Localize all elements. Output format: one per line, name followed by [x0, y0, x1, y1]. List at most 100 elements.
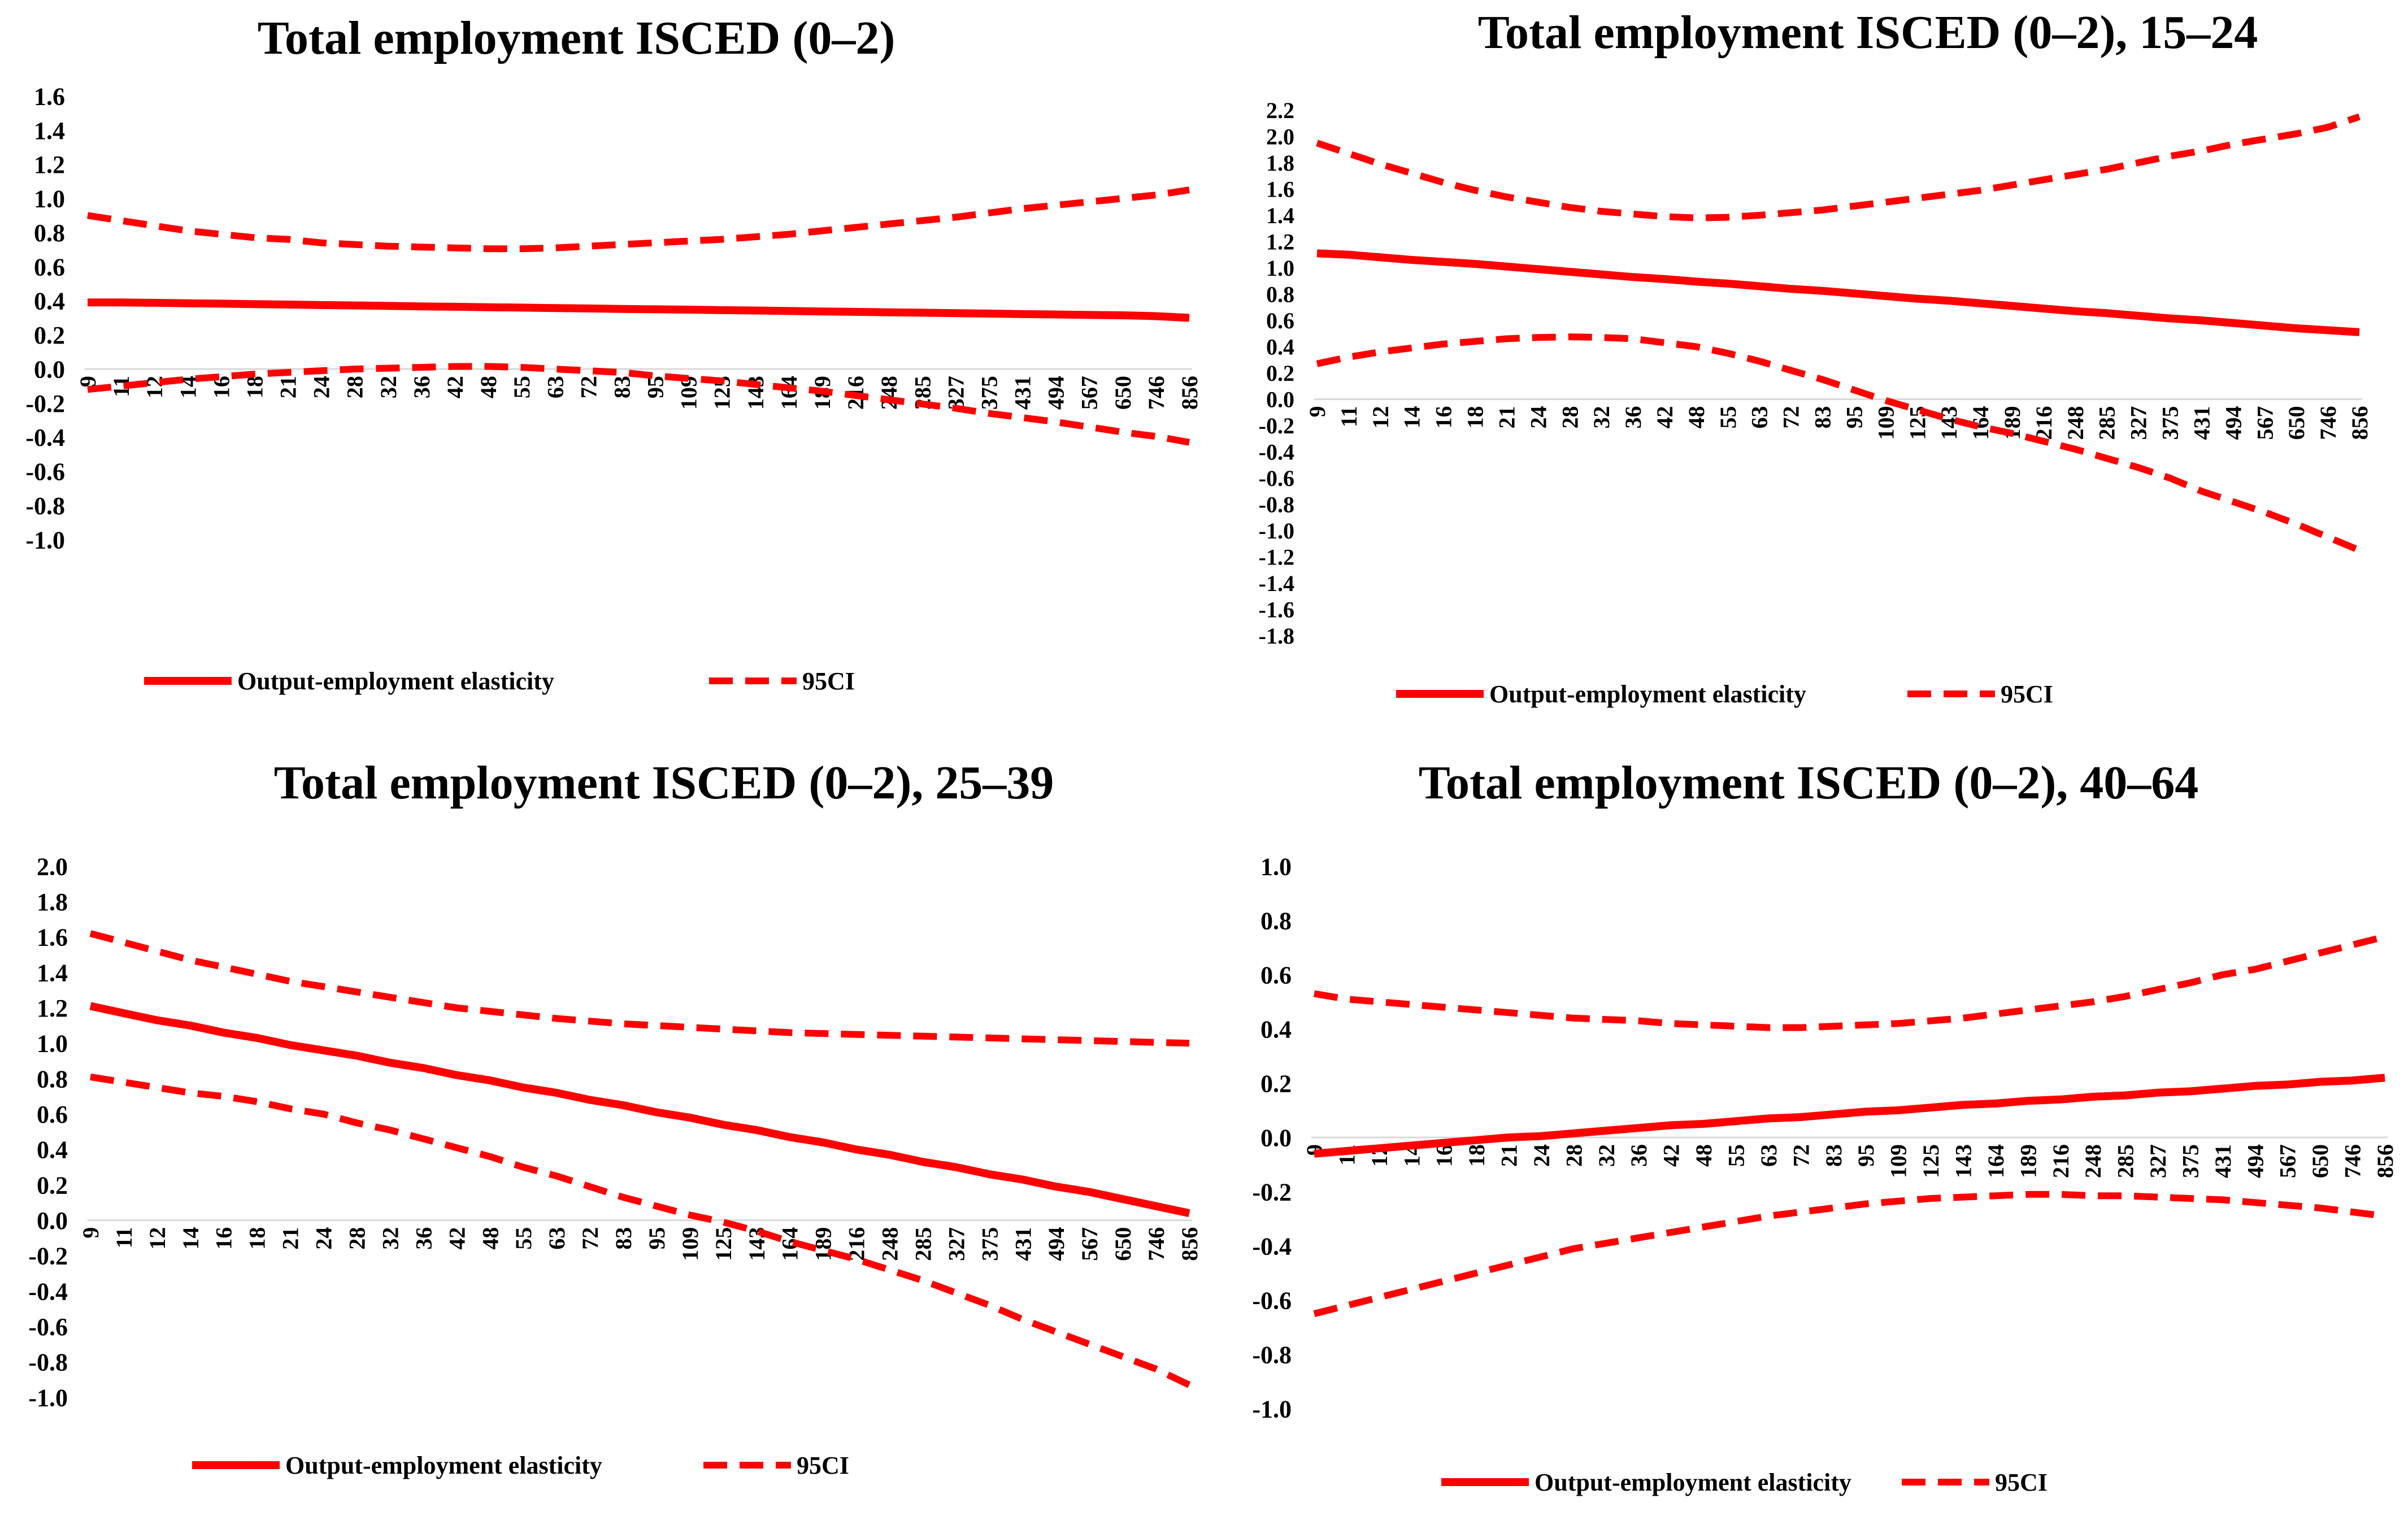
y-tick-label: -0.2 — [1259, 413, 1294, 438]
x-tick-label: 42 — [1659, 1144, 1684, 1167]
y-tick-label: -0.6 — [25, 458, 65, 486]
series-line-95ci — [90, 1073, 1191, 1388]
y-tick-label: 0.4 — [1260, 1015, 1292, 1043]
x-tick-label: 494 — [2242, 1144, 2268, 1178]
x-tick-label: 375 — [2177, 1144, 2203, 1178]
x-tick-label: 83 — [611, 1227, 636, 1250]
legend-label-95ci: 95CI — [1995, 1469, 2048, 1496]
y-tick-label: -0.2 — [28, 1243, 68, 1270]
x-tick-label: 285 — [2094, 406, 2120, 440]
y-tick-label: 0.6 — [1266, 308, 1294, 333]
x-tick-label: 24 — [1525, 406, 1551, 429]
x-tick-label: 21 — [1497, 1144, 1522, 1167]
y-tick-label: 1.6 — [1266, 177, 1294, 202]
x-tick-label: 36 — [409, 376, 434, 398]
x-tick-label: 32 — [376, 376, 401, 398]
y-tick-label: 0.2 — [34, 322, 65, 349]
x-tick-label: 42 — [444, 1227, 470, 1250]
x-tick-label: 327 — [2126, 406, 2151, 440]
x-tick-label: 72 — [1788, 1144, 1814, 1167]
legend: Output-employment elasticity 95CI — [192, 1452, 849, 1479]
x-tick-label: 95 — [643, 376, 668, 398]
x-tick-label: 746 — [2315, 406, 2341, 440]
chart-panel-bottom-right: Total employment ISCED (0–2), 40–64 1.0 0.… — [1204, 757, 2408, 1529]
y-tick-label: 0.4 — [1266, 335, 1294, 360]
series-line-95ci — [1316, 333, 2361, 554]
x-tick-label: 431 — [2189, 406, 2214, 440]
x-tick-label: 48 — [1691, 1144, 1716, 1167]
x-tick-label: 12 — [1368, 406, 1393, 429]
x-tick-label: 95 — [1841, 406, 1867, 429]
x-tick-label: 21 — [276, 376, 301, 398]
legend-label-95ci: 95CI — [2001, 680, 2053, 708]
y-tick-label: 0.2 — [37, 1171, 68, 1199]
y-tick-label: -1.0 — [1259, 518, 1294, 544]
x-tick-label: 431 — [2210, 1144, 2236, 1178]
x-tick-label: 11 — [1336, 406, 1362, 428]
x-tick-label: 125 — [1918, 1144, 1944, 1178]
y-tick-label: -0.6 — [28, 1313, 68, 1341]
x-tick-label: 216 — [2048, 1144, 2074, 1178]
x-tick-label: 216 — [2031, 406, 2057, 440]
x-tick-label: 18 — [1464, 1144, 1489, 1167]
y-tick-label: 0.4 — [34, 288, 65, 315]
y-tick-label: -1.0 — [1252, 1395, 1292, 1423]
y-tick-label: -1.8 — [1259, 623, 1294, 649]
legend-label-elasticity: Output-employment elasticity — [237, 667, 554, 695]
x-tick-label: 494 — [1044, 1227, 1069, 1261]
x-tick-label: 109 — [676, 376, 702, 410]
x-tick-label: 431 — [1010, 376, 1036, 410]
y-tick-label: 0.2 — [1260, 1070, 1292, 1097]
y-tick-label: -1.0 — [28, 1384, 68, 1411]
y-tick-label: -1.0 — [25, 526, 65, 554]
y-tick-label: -0.8 — [28, 1349, 68, 1376]
x-tick-label: 24 — [311, 1227, 337, 1250]
x-tick-label: 11 — [111, 1227, 137, 1249]
x-tick-label: 36 — [411, 1227, 436, 1250]
x-tick-label: 494 — [2220, 406, 2246, 440]
y-tick-label: -0.4 — [25, 424, 65, 451]
y-tick-label: -0.4 — [1252, 1232, 1292, 1260]
x-tick-label: 48 — [1684, 406, 1709, 429]
chart-panel-bottom-left: Total employment ISCED (0–2), 25–39 2.0 1.… — [0, 757, 1204, 1529]
series-line-elasticity — [1316, 249, 2360, 336]
x-tick-label: 109 — [677, 1227, 703, 1261]
x-tick-label: 32 — [1589, 406, 1614, 429]
x-tick-label: 9 — [75, 376, 101, 387]
x-tick-label: 12 — [145, 1227, 170, 1250]
y-tick-label: 0.8 — [1260, 907, 1292, 935]
x-tick-label: 72 — [577, 1227, 603, 1250]
x-tick-label: 431 — [1010, 1227, 1036, 1261]
x-tick-label: 164 — [776, 376, 802, 410]
x-tick-label: 856 — [1177, 1227, 1202, 1261]
x-tick-label: 746 — [1144, 376, 1169, 410]
x-tick-label: 327 — [944, 1227, 969, 1261]
x-tick-label: 21 — [278, 1227, 303, 1250]
series-line-95ci — [1314, 933, 2386, 1031]
x-tick-label: 32 — [1594, 1144, 1619, 1167]
x-tick-label: 143 — [1950, 1144, 1976, 1178]
y-tick-label: -0.4 — [28, 1278, 68, 1305]
x-tick-label: 55 — [1724, 1144, 1749, 1167]
x-tick-label: 72 — [1779, 406, 1804, 429]
x-tick-label: 125 — [711, 1227, 736, 1261]
x-tick-label: 83 — [609, 376, 634, 398]
x-tick-label: 48 — [476, 376, 501, 398]
chart-svg: Total employment ISCED (0–2), 40–64 1.0 0.… — [1252, 757, 2398, 1496]
series-line-95ci — [1313, 1191, 2385, 1317]
y-tick-label: 1.6 — [34, 82, 65, 110]
x-tick-label: 9 — [78, 1227, 103, 1239]
legend-label-elasticity: Output-employment elasticity — [1489, 680, 1806, 708]
x-tick-label: 248 — [2063, 406, 2088, 440]
x-tick-label: 650 — [2284, 406, 2309, 440]
y-tick-label: -0.8 — [25, 492, 65, 520]
x-tick-label: 327 — [2145, 1144, 2171, 1178]
x-tick-label: 42 — [1652, 406, 1677, 429]
y-tick-label: -1.2 — [1259, 545, 1294, 570]
y-tick-label: -0.2 — [25, 390, 65, 418]
y-tick-label: 1.0 — [34, 185, 65, 213]
x-tick-label: 95 — [1853, 1144, 1879, 1167]
series-line-95ci — [89, 930, 1190, 1047]
series-line-95ci — [1316, 113, 2361, 221]
x-tick-label: 248 — [2080, 1144, 2106, 1178]
